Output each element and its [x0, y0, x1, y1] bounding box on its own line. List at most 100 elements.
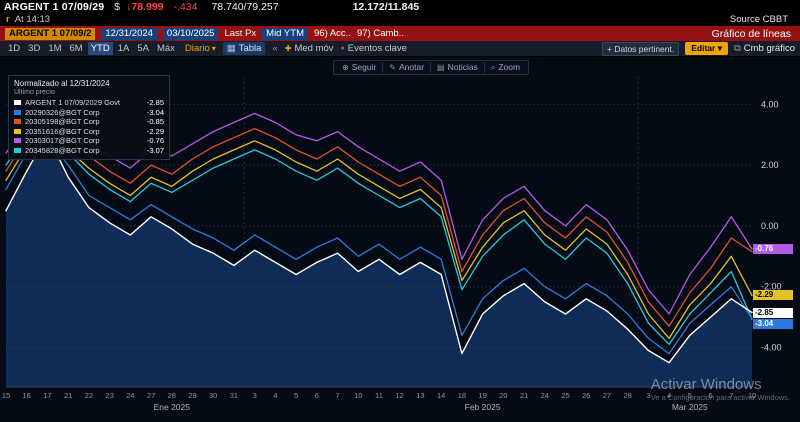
svg-text:7: 7 [729, 391, 733, 400]
related-data-button[interactable]: + Datos pertinent. [601, 41, 680, 56]
svg-text:31: 31 [230, 391, 238, 400]
svg-text:27: 27 [603, 391, 611, 400]
down-arrow-icon: ↓ [126, 1, 132, 13]
tab-máx[interactable]: Máx [156, 43, 175, 54]
legend-row[interactable]: 20351616@BGT Corp -2.29 [14, 127, 164, 137]
key-events-button[interactable]: ● Eventos clave [341, 43, 407, 54]
series-last-value: -3.04 [146, 107, 164, 117]
tab-ytd[interactable]: YTD [87, 42, 113, 55]
svg-text:28: 28 [168, 391, 176, 400]
svg-text:16: 16 [23, 391, 31, 400]
price-source: Source CBBT [729, 14, 788, 25]
svg-text:-2.00: -2.00 [761, 282, 782, 292]
seguir-tool-button[interactable]: ⊕ Seguir [336, 62, 382, 73]
legend-row[interactable]: ARGENT 1 07/09/2029 Govt -2.85 [14, 98, 164, 108]
series-last-value: -0.76 [146, 136, 164, 146]
legend-row[interactable]: 20290326@BGT Corp -3.04 [14, 108, 164, 118]
svg-text:-4.00: -4.00 [761, 343, 782, 353]
legend-row[interactable]: 20303017@BGT Corp -0.76 [14, 136, 164, 146]
zoom-tool-button[interactable]: ⌕ Zoom [483, 62, 526, 73]
series-last-value: -2.29 [146, 126, 164, 136]
series-last-value: -3.07 [146, 145, 164, 155]
svg-text:29: 29 [188, 391, 196, 400]
series-last-value: -0.85 [146, 117, 164, 127]
svg-text:26: 26 [582, 391, 590, 400]
line-chart[interactable]: 4.00 2.00 0.00 -2.00 -4.00 15 16 17 21 22 23 24 27 28… [0, 57, 800, 422]
svg-text:Mar 2025: Mar 2025 [672, 402, 708, 412]
legend-row[interactable]: 20345828@BGT Corp -3.07 [14, 146, 164, 156]
series-name: 20303017@BGT Corp [25, 136, 100, 146]
tool-label: Noticias [447, 62, 478, 72]
price-change: -.434 [173, 1, 198, 13]
px-type-label: Last Px [224, 28, 257, 39]
edit-dropdown[interactable]: Editar ▾ [685, 42, 728, 55]
change-chart-button[interactable]: ⧉ Cmb gráfico [734, 43, 795, 54]
svg-text:6: 6 [709, 391, 713, 400]
screen-title: Gráfico de líneas [711, 27, 791, 40]
series-name: 20290326@BGT Corp [25, 107, 100, 117]
series-name: ARGENT 1 07/09/2029 Govt [25, 98, 120, 108]
svg-text:28: 28 [624, 391, 632, 400]
table-label: Tabla [238, 43, 262, 54]
last-price-tag: -2.85 [753, 308, 793, 318]
tab-1a[interactable]: 1A [117, 43, 130, 54]
last-price: ↓78.999 [126, 1, 163, 14]
currency-symbol: $ [114, 1, 121, 13]
security-input[interactable]: ARGENT 1 07/09/2 [5, 27, 96, 40]
series-swatch-icon [14, 119, 21, 125]
edit-label: Editar [691, 43, 716, 53]
change-menu[interactable]: 97) Camb.. [356, 28, 404, 39]
collapse-button[interactable]: « [272, 43, 278, 54]
moving-average-label: Med móv [294, 43, 334, 54]
chart-legend: Normalizado al 12/31/2024 Último precio … [8, 75, 170, 160]
period-tabs: 1D 3D 1M 6M YTD 1A 5A Máx [5, 42, 178, 55]
frequency-label: Diario [184, 43, 210, 54]
svg-text:3: 3 [646, 391, 650, 400]
svg-text:2.00: 2.00 [761, 160, 779, 170]
quote-header: ARGENT 1 07/09/29 $ ↓78.999 -.434 78.740… [0, 0, 800, 26]
date-from-input[interactable]: 12/31/2024 [101, 27, 157, 40]
svg-text:23: 23 [105, 391, 113, 400]
svg-text:20: 20 [499, 391, 507, 400]
series-name: 20345828@BGT Corp [25, 145, 100, 155]
security-name: ARGENT 1 07/09/29 [4, 1, 105, 13]
svg-text:3: 3 [253, 391, 257, 400]
series-swatch-icon [14, 128, 21, 134]
noticias-tool-button[interactable]: ▤ Noticias [430, 62, 484, 73]
key-events-label: Eventos clave [347, 43, 407, 54]
red-dot-icon: ● [340, 45, 345, 52]
anotar-tool-button[interactable]: ✎ Anotar [382, 62, 430, 73]
tab-5a[interactable]: 5A [137, 43, 149, 54]
tab-1d[interactable]: 1D [8, 43, 21, 54]
series-last-value: -2.85 [146, 98, 164, 108]
svg-text:24: 24 [126, 391, 134, 400]
svg-text:17: 17 [43, 391, 51, 400]
command-bar: ARGENT 1 07/09/2 12/31/2024 03/10/2025 L… [0, 26, 800, 41]
tab-3d[interactable]: 3D [28, 43, 41, 54]
legend-title: Normalizado al 12/31/2024 [14, 79, 110, 88]
bid-ask: 78.740/79.257 [211, 1, 279, 13]
field-select[interactable]: Mid YTM [262, 27, 308, 40]
legend-row[interactable]: 20305198@BGT Corp -0.85 [14, 117, 164, 127]
tab-6m[interactable]: 6M [69, 43, 83, 54]
moving-average-button[interactable]: ✚ Med móv [285, 43, 334, 54]
svg-text:15: 15 [2, 391, 10, 400]
noticias-icon: ▤ [437, 63, 445, 72]
tool-label: Seguir [351, 62, 377, 72]
legend-rows: ARGENT 1 07/09/2029 Govt -2.85 20290326@BG… [14, 98, 164, 155]
chart-tools: ⊕ Seguir ✎ Anotar ▤ Noticias ⌕ Zoom [333, 60, 530, 75]
last-price-tag: -0.76 [753, 244, 793, 254]
tab-1m[interactable]: 1M [48, 43, 62, 54]
seguir-icon: ⊕ [342, 63, 349, 72]
table-button[interactable]: ▦ Tabla [222, 42, 266, 55]
last-price-tag: -2.29 [753, 290, 793, 300]
date-to-input[interactable]: 03/10/2025 [162, 27, 219, 40]
svg-text:27: 27 [147, 391, 155, 400]
svg-text:7: 7 [336, 391, 340, 400]
svg-text:24: 24 [541, 391, 549, 400]
last-price-tag: -3.04 [753, 319, 793, 329]
zoom-icon: ⌕ [490, 63, 496, 72]
frequency-dropdown[interactable]: Diario ▾ [185, 43, 216, 54]
actions-menu[interactable]: 96) Acc.. [314, 28, 351, 39]
